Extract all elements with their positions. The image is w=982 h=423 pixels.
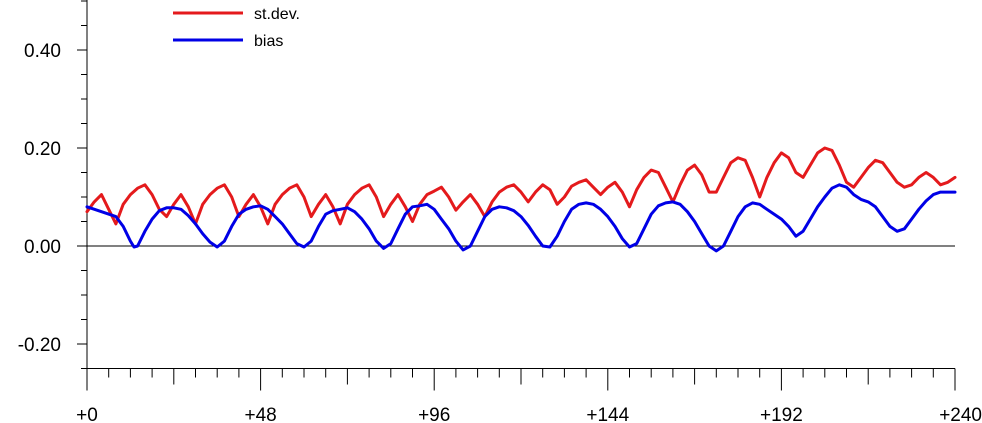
legend-label: bias bbox=[254, 33, 283, 50]
y-axis: 0.40 0.20 0.00 -0.20 bbox=[18, 0, 88, 369]
y-tick-label: 0.00 bbox=[24, 237, 61, 258]
x-tick-label: +96 bbox=[418, 405, 450, 423]
x-tick-label: +240 bbox=[939, 405, 982, 423]
series-line-bias bbox=[85, 183, 957, 253]
x-tick-label: +48 bbox=[244, 405, 276, 423]
series-line-st-dev bbox=[85, 146, 957, 226]
y-tick-label: 0.20 bbox=[24, 139, 61, 160]
x-tick-label: +192 bbox=[760, 405, 803, 423]
series-layer bbox=[85, 146, 957, 253]
x-tick-label: +144 bbox=[586, 405, 629, 423]
y-tick-label: -0.20 bbox=[18, 335, 61, 356]
legend-label: st.dev. bbox=[254, 6, 300, 23]
y-tick-label: 0.40 bbox=[24, 41, 61, 62]
x-tick-label: +0 bbox=[76, 405, 98, 423]
x-axis: +0 +48 +96 +144 +192 +240 bbox=[76, 368, 982, 423]
legend: st.dev. bias bbox=[173, 6, 300, 50]
